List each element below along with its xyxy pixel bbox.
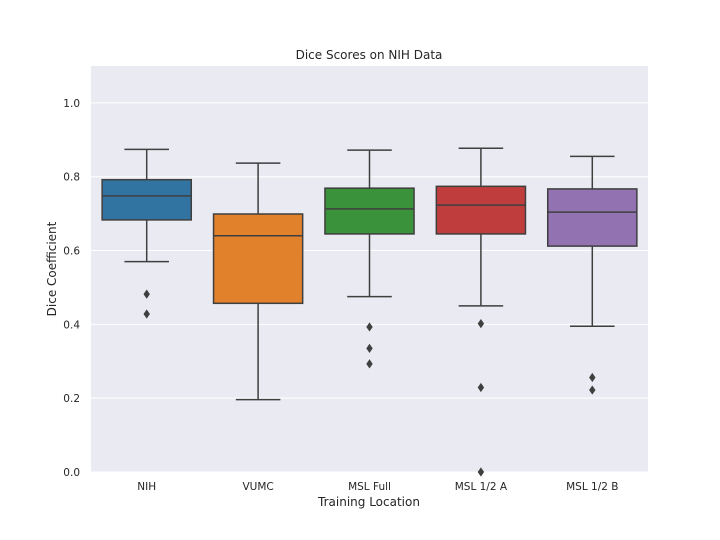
y-tick-label: 0.4: [63, 319, 80, 331]
chart-title: Dice Scores on NIH Data: [296, 48, 443, 62]
box-msl-full: [324, 149, 415, 369]
box-nih: [101, 148, 193, 319]
boxes: [101, 147, 638, 477]
outlier-point: [366, 359, 373, 369]
box-msl-1-2-b: [546, 155, 638, 395]
y-axis-label: Dice Coefficient: [45, 221, 59, 316]
tick-labels: 0.0 0.2 0.4 0.6 0.8 1.0 NIH VUMC MSL Full MSL 1/2…: [63, 98, 618, 493]
outlier-point: [477, 319, 485, 329]
iqr-box: [212, 213, 304, 305]
x-axis-label: Training Location: [317, 495, 420, 509]
outlier-point: [477, 382, 485, 393]
x-tick-label: VUMC: [242, 481, 273, 493]
y-tick-label: 1.0: [63, 98, 80, 110]
outlier-point: [589, 385, 596, 395]
y-tick-label: 0.0: [63, 467, 80, 479]
x-tick-label: MSL 1/2 A: [455, 481, 508, 493]
box-msl-1-2-a: [435, 147, 527, 477]
outlier-point: [143, 289, 150, 299]
y-tick-label: 0.2: [63, 393, 80, 405]
outlier-point: [477, 467, 485, 477]
x-tick-label: NIH: [137, 481, 156, 493]
box-vumc: [212, 162, 304, 401]
outlier-point: [143, 309, 150, 319]
outlier-point: [366, 322, 373, 332]
x-tick-label: MSL Full: [348, 481, 391, 493]
iqr-box: [546, 188, 638, 247]
iqr-box: [324, 187, 415, 235]
iqr-box: [435, 185, 527, 235]
y-tick-label: 0.6: [63, 246, 80, 258]
iqr-box: [101, 178, 193, 221]
x-tick-label: MSL 1/2 B: [566, 481, 618, 493]
outlier-point: [589, 372, 596, 383]
outlier-point: [366, 343, 373, 353]
y-tick-label: 0.8: [63, 172, 80, 184]
